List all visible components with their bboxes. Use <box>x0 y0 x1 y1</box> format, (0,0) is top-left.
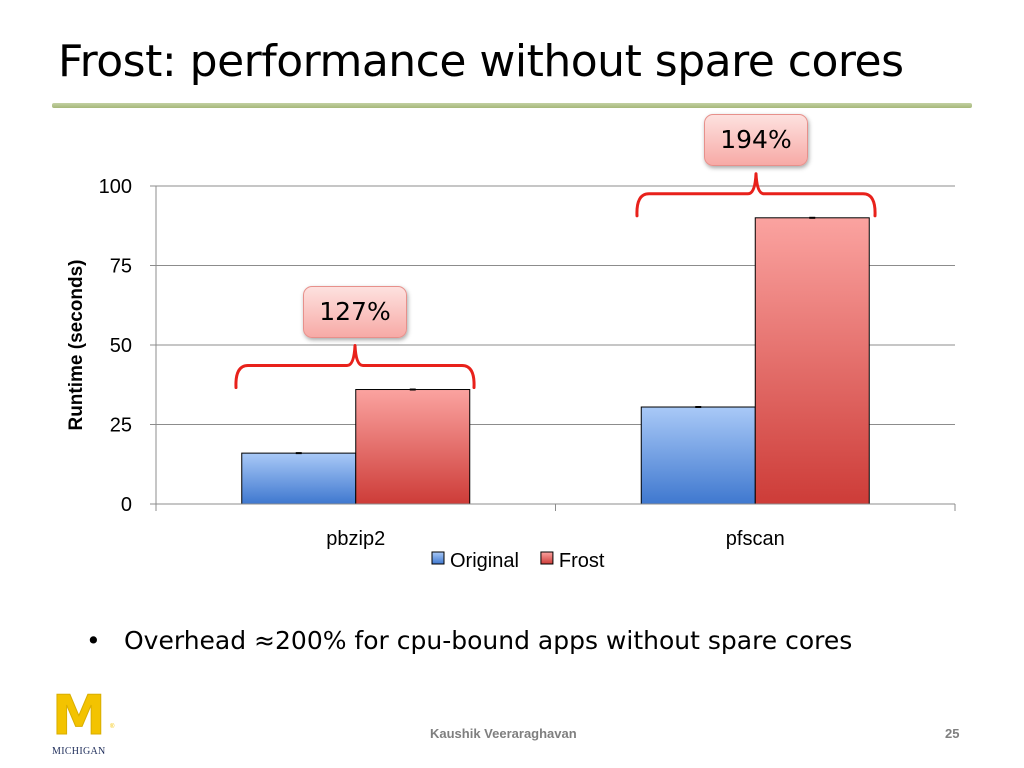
bar-original-pbzip2 <box>241 452 357 505</box>
y-tick-label-100: 100 <box>99 176 132 198</box>
x-tick-label-pfscan: pfscan <box>726 528 785 550</box>
bullet-item: • Overhead ≈200% for cpu-bound apps witho… <box>86 626 852 655</box>
y-tick-label-75: 75 <box>110 256 132 278</box>
y-tick-label-50: 50 <box>110 335 132 357</box>
bullet-text: Overhead ≈200% for cpu-bound apps withou… <box>124 626 853 655</box>
bracket-pbzip2 <box>234 344 476 390</box>
footer-author: Kaushik Veeraraghavan <box>430 726 577 741</box>
y-tick-label-0: 0 <box>121 494 132 516</box>
page-number: 25 <box>945 726 960 741</box>
michigan-wordmark: MICHIGAN <box>52 746 106 757</box>
bracket-pfscan <box>635 172 877 218</box>
callout-pfscan-overhead: 194% <box>704 113 808 166</box>
y-axis-title: Runtime (seconds) <box>66 259 87 430</box>
bar-frost-pfscan <box>754 217 870 505</box>
registered-mark: ® <box>110 724 115 730</box>
y-tick-label-25: 25 <box>110 415 132 437</box>
callout-pbzip2-overhead: 127% <box>303 285 407 338</box>
slide-title: Frost: performance without spare cores <box>58 36 904 87</box>
legend-swatch-original <box>431 551 445 565</box>
legend-label-original: Original <box>450 550 519 572</box>
bar-frost-pbzip2 <box>355 389 471 505</box>
bullet-dot-icon: • <box>86 626 101 655</box>
michigan-logo: M ® MICHIGAN <box>50 684 120 760</box>
title-underline <box>52 103 972 108</box>
michigan-block-m-icon: M <box>52 684 107 748</box>
legend-label-frost: Frost <box>559 550 605 572</box>
bar-original-pfscan <box>640 406 756 505</box>
legend-swatch-frost <box>540 551 554 565</box>
x-tick-label-pbzip2: pbzip2 <box>326 528 385 550</box>
